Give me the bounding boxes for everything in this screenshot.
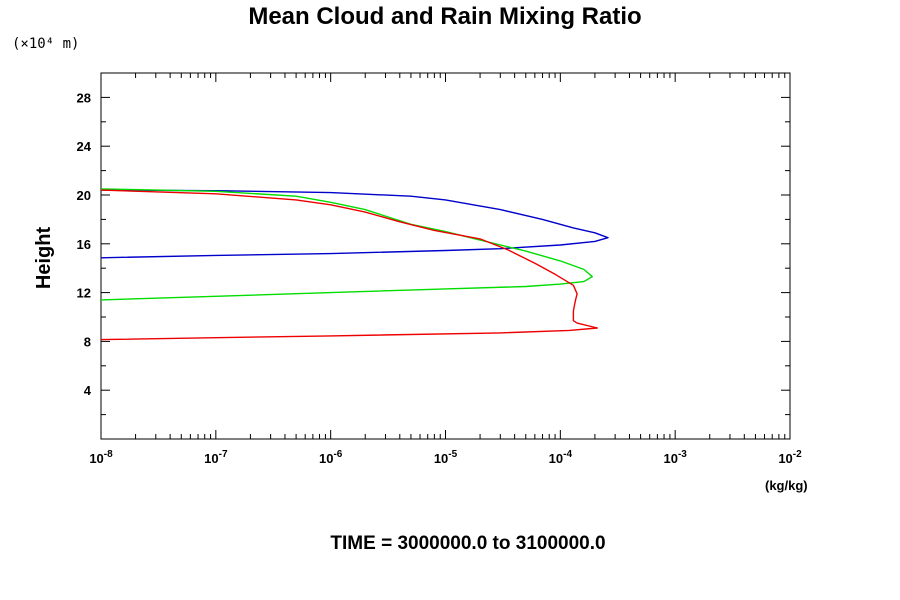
x-tick-label: 10-4 [549,449,573,466]
y-axis-label: Height [33,227,55,290]
y-tick-label: 8 [84,334,91,349]
x-tick-label: 10-6 [319,449,343,466]
series-group [100,188,609,341]
axis-ticks: 10-8 10-7 10-6 10-5 10-4 10-3 10-2 4 8 12 16 20 24 28 [77,73,802,466]
series-line-3 [100,189,598,341]
x-tick-label: 10-5 [434,449,458,466]
y-tick-label: 4 [84,383,92,398]
x-tick-label: 10-3 [663,449,687,466]
x-unit-label: (kg/kg) [765,478,808,493]
y-scale-label: (×10⁴ m) [12,36,79,52]
time-range-label: TIME = 3000000.0 to 3100000.0 [330,533,605,554]
y-tick-label: 24 [77,139,92,154]
x-tick-label: 10-8 [89,449,113,466]
y-tick-label: 20 [77,188,91,203]
y-tick-label: 28 [77,90,91,105]
x-tick-label: 10-2 [778,449,802,466]
y-tick-label: 12 [77,286,91,301]
chart-title: Mean Cloud and Rain Mixing Ratio [248,3,641,30]
series-line-2 [100,188,593,301]
series-line-1 [100,189,609,259]
x-tick-label: 10-7 [204,449,228,466]
y-tick-label: 16 [77,237,91,252]
